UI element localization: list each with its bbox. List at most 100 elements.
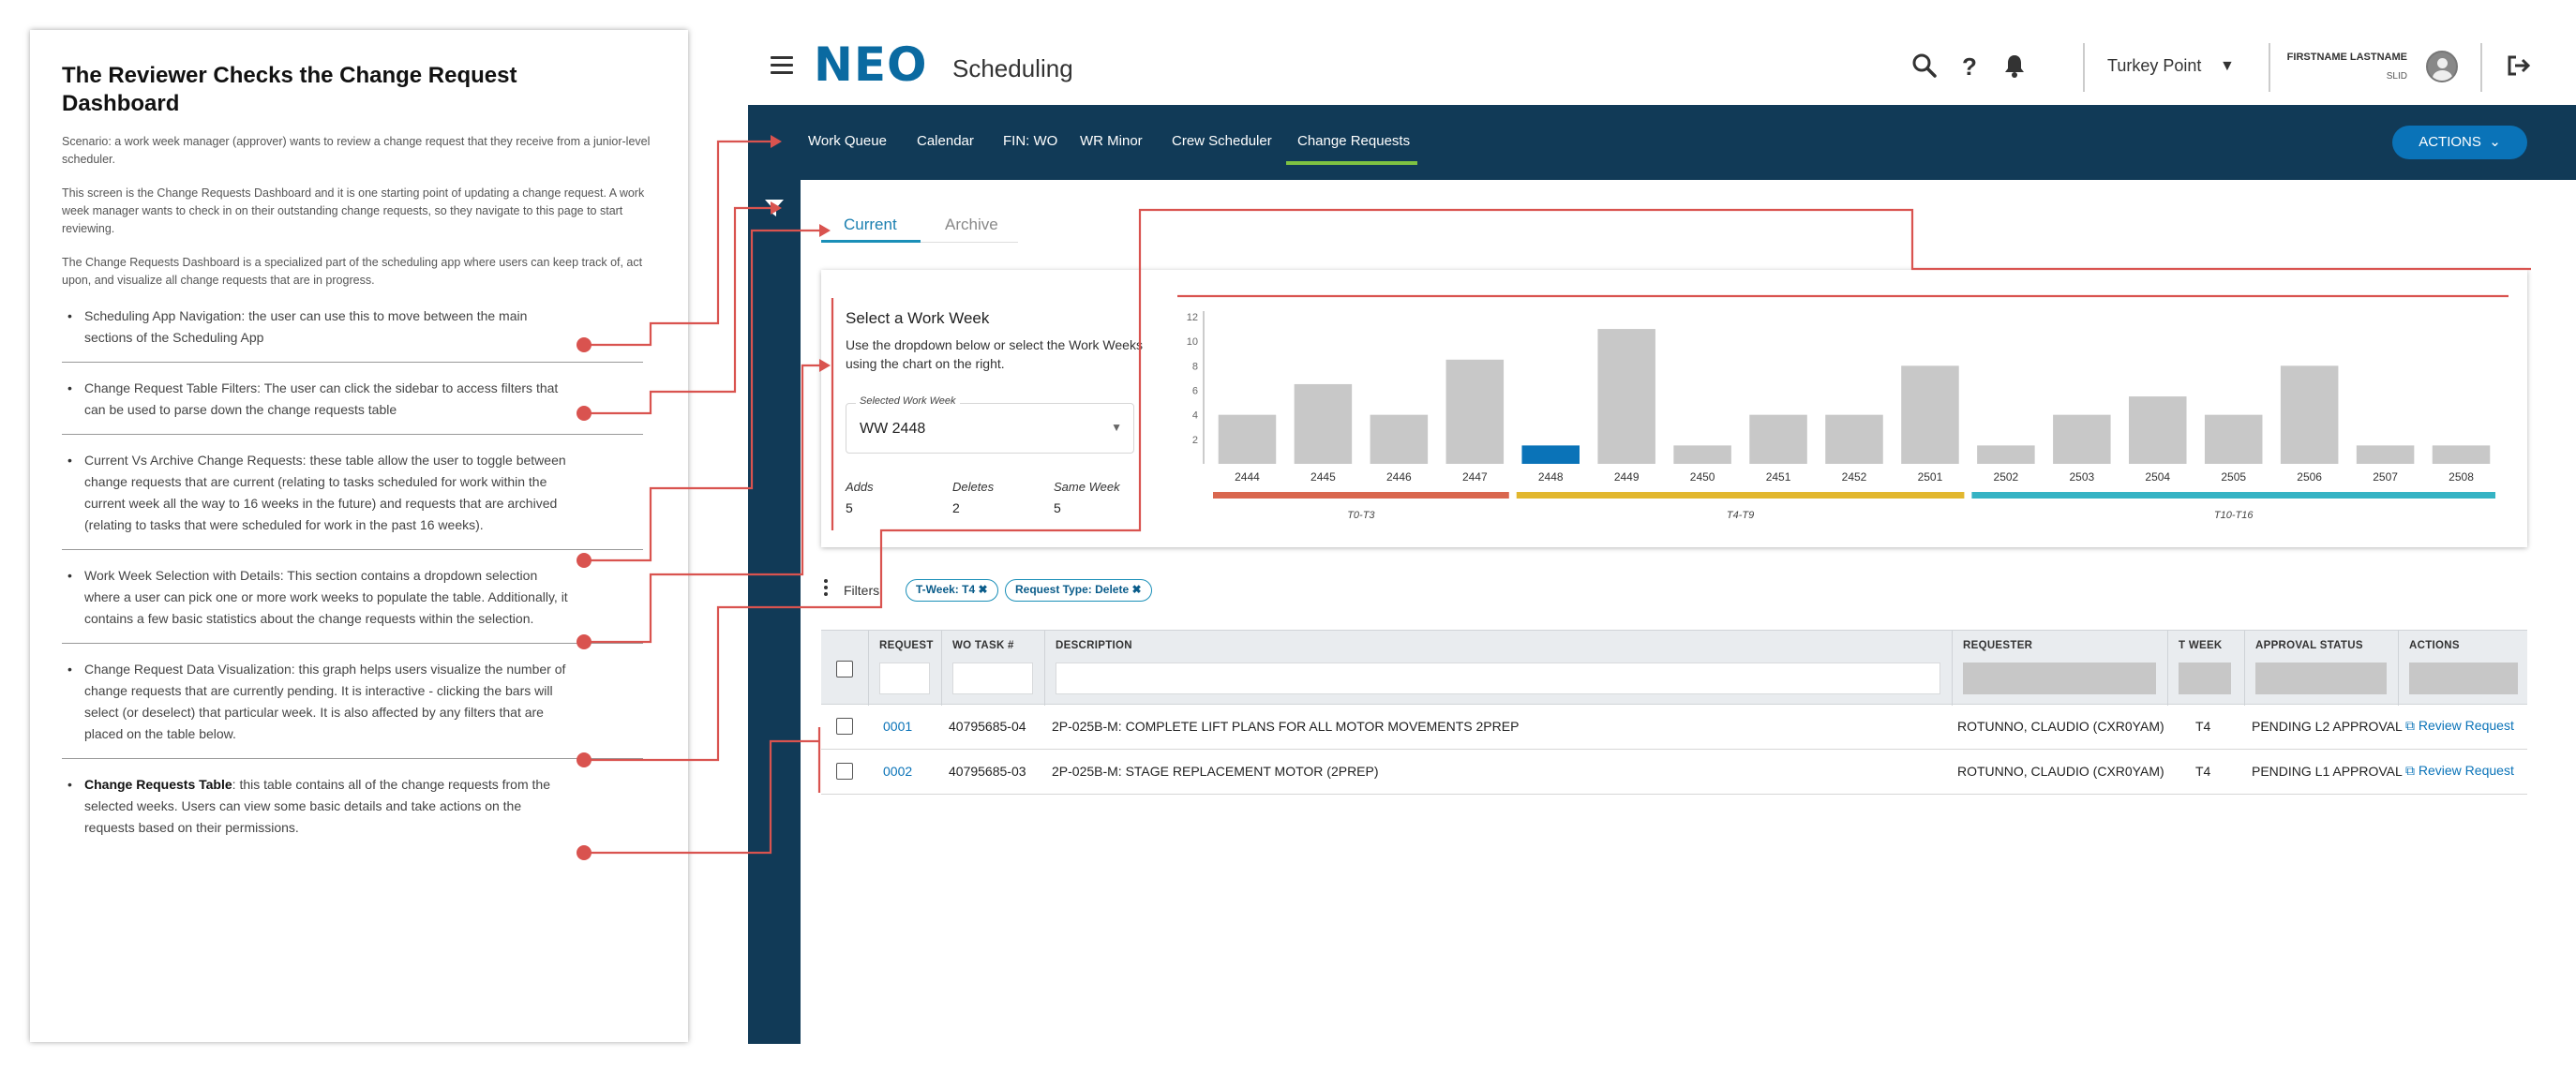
chart-bar-2502[interactable]: [1977, 445, 2035, 464]
chart-bar-2504[interactable]: [2129, 396, 2187, 464]
chevron-down-icon[interactable]: ▼: [2220, 58, 2235, 74]
col-request[interactable]: REQUEST: [879, 640, 934, 651]
x-tick-label: 2447: [1462, 470, 1488, 484]
chart-bar-2449[interactable]: [1597, 329, 1655, 464]
col-description[interactable]: DESCRIPTION: [1056, 640, 1132, 651]
nav-crew-scheduler[interactable]: Crew Scheduler: [1172, 133, 1272, 149]
scheduling-app: NEO Scheduling ? Turkey Point ▼ FIRSTNAM…: [748, 0, 2576, 1072]
site-selector[interactable]: Turkey Point: [2107, 56, 2202, 75]
t-week: T4: [2195, 764, 2211, 779]
stat-same-week-value: 5: [1054, 500, 1061, 515]
filter-chip[interactable]: Request Type: Delete ✖: [1005, 579, 1152, 602]
main-content: Current Archive Select a Work Week Use t…: [801, 180, 2576, 1044]
description-filter-input[interactable]: [1056, 663, 1940, 694]
chart-bar-2501[interactable]: [1901, 365, 1959, 464]
chart-bar-2503[interactable]: [2053, 414, 2111, 464]
select-all-checkbox[interactable]: [836, 661, 853, 677]
review-request-link[interactable]: ⧉ Review Request: [2405, 718, 2514, 733]
work-week-help: Use the dropdown below or select the Wor…: [846, 337, 1143, 371]
x-tick-label: 2504: [2145, 470, 2170, 484]
search-icon[interactable]: [1910, 52, 1939, 81]
divider: [2480, 43, 2482, 92]
tab-active-indicator: [821, 240, 921, 243]
hamburger-menu-icon[interactable]: [771, 56, 793, 75]
work-week-select[interactable]: Selected Work Week WW 2448 ▼: [846, 395, 1134, 454]
wo-task: 40795685-03: [949, 764, 1026, 779]
chart-bar-2450[interactable]: [1673, 445, 1731, 464]
chart-group-band: [1213, 492, 1509, 499]
wo-task-filter-input[interactable]: [952, 663, 1033, 694]
chart-group-band: [1516, 492, 1965, 499]
nav-calendar[interactable]: Calendar: [917, 133, 974, 149]
close-icon[interactable]: ✖: [978, 583, 988, 596]
filter-icon[interactable]: [763, 197, 786, 219]
chart-bar-2506[interactable]: [2280, 365, 2339, 464]
tab-archive[interactable]: Archive: [945, 216, 998, 233]
annotation-item: Change Request Table Filters: The user c…: [62, 378, 643, 435]
col-requester[interactable]: REQUESTER: [1963, 640, 2033, 651]
y-tick-label: 6: [1192, 386, 1198, 397]
annotation-card: The Reviewer Checks the Change Request D…: [30, 30, 688, 1042]
annotation-item: Current Vs Archive Change Requests: thes…: [62, 450, 643, 550]
column-divider: [2398, 631, 2399, 706]
help-icon[interactable]: ?: [1962, 52, 1977, 81]
col-actions[interactable]: ACTIONS: [2409, 640, 2460, 651]
column-divider: [2167, 631, 2168, 706]
table-row: 0001 40795685-04 2P-025B-M: COMPLETE LIF…: [821, 705, 2527, 750]
request-id-link[interactable]: 0002: [883, 764, 913, 779]
avatar[interactable]: [2426, 51, 2458, 82]
more-options-icon[interactable]: [821, 579, 831, 600]
x-tick-label: 2508: [2449, 470, 2474, 484]
filter-sidebar[interactable]: [748, 180, 801, 1044]
status-filter-input[interactable]: [2255, 663, 2387, 694]
nav-work-queue[interactable]: Work Queue: [808, 133, 887, 149]
row-checkbox[interactable]: [836, 718, 853, 735]
chart-bar-2447[interactable]: [1445, 359, 1505, 464]
request-id-link[interactable]: 0001: [883, 719, 913, 734]
stat-adds-label: Adds: [846, 480, 874, 494]
y-tick-label: 4: [1192, 410, 1198, 422]
col-wo-task[interactable]: WO TASK #: [952, 640, 1014, 651]
x-tick-label: 2503: [2069, 470, 2094, 484]
actions-filter-input[interactable]: [2409, 663, 2518, 694]
chart-bar-2444[interactable]: [1218, 414, 1277, 464]
chart-bar-2507[interactable]: [2356, 445, 2415, 464]
actions-button[interactable]: ACTIONS ⌄: [2392, 126, 2527, 159]
bell-icon[interactable]: [2000, 52, 2029, 81]
chart-group-band: [1971, 492, 2495, 499]
y-tick-label: 2: [1192, 435, 1198, 446]
tab-current[interactable]: Current: [844, 216, 897, 233]
annotation-intro: The Change Requests Dashboard is a speci…: [62, 256, 643, 287]
chart-bar-2448[interactable]: [1521, 445, 1580, 464]
external-link-icon: ⧉: [2405, 718, 2415, 733]
requester-filter-input[interactable]: [1963, 663, 2156, 694]
filter-chip[interactable]: T-Week: T4 ✖: [906, 579, 998, 602]
chart-bar-2508[interactable]: [2432, 445, 2491, 464]
x-tick-label: 2502: [1994, 470, 2019, 484]
stat-deletes-value: 2: [952, 500, 960, 515]
chart-bar-2451[interactable]: [1749, 414, 1807, 464]
chart-bar-2446[interactable]: [1370, 414, 1429, 464]
chart-bar-2445[interactable]: [1294, 383, 1353, 464]
nav-change-requests[interactable]: Change Requests: [1297, 133, 1411, 149]
col-t-week[interactable]: T WEEK: [2179, 640, 2223, 651]
request-filter-input[interactable]: [879, 663, 930, 694]
x-tick-label: 2451: [1766, 470, 1791, 484]
column-divider: [868, 631, 869, 706]
nav-wr-minor[interactable]: WR Minor: [1080, 133, 1143, 149]
row-checkbox[interactable]: [836, 763, 853, 780]
chart-bar-2505[interactable]: [2204, 414, 2263, 464]
x-tick-label: 2506: [2297, 470, 2322, 484]
nav-fin-wo[interactable]: FIN: WO: [1003, 133, 1058, 149]
annotation-intro: Scenario: a work week manager (approver)…: [62, 135, 651, 166]
review-request-link[interactable]: ⧉ Review Request: [2405, 763, 2514, 778]
chart-bar-2452[interactable]: [1825, 414, 1883, 464]
close-icon[interactable]: ✖: [1131, 583, 1142, 596]
change-request-chart[interactable]: 2 4 6 8 10 12 2444 2445 2446 2447 2448 2449 2450 2451…: [1177, 289, 2509, 538]
x-tick-label: 2445: [1310, 470, 1336, 484]
t-week-filter-input[interactable]: [2179, 663, 2231, 694]
x-tick-label: 2505: [2221, 470, 2246, 484]
col-approval-status[interactable]: APPROVAL STATUS: [2255, 640, 2363, 651]
logout-icon[interactable]: [2505, 52, 2533, 81]
